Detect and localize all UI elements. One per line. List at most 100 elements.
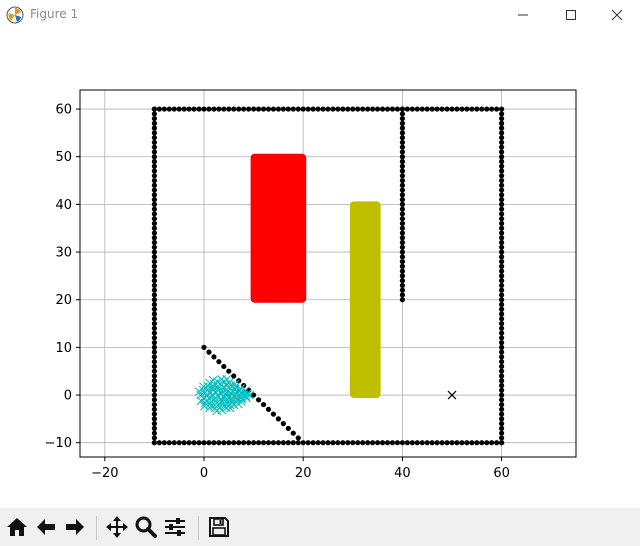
configure-subplots-button[interactable] [162, 513, 188, 541]
wall-point [201, 106, 207, 112]
forward-button[interactable] [62, 513, 88, 541]
wall-point [251, 440, 257, 446]
wall-point [295, 106, 301, 112]
wall-point [295, 440, 301, 446]
wall-point [424, 440, 430, 446]
wall-point [399, 206, 405, 212]
y-tick-label: 50 [55, 150, 72, 165]
maximize-button[interactable] [548, 0, 594, 30]
wall-point [499, 297, 505, 303]
y-tick-label: −10 [45, 436, 72, 451]
wall-point [191, 440, 197, 446]
wall-point [499, 263, 505, 269]
close-icon [611, 9, 623, 21]
wall-point [181, 106, 187, 112]
wall-point [325, 106, 331, 112]
wall-point [255, 440, 262, 446]
y-tick-label: 60 [55, 103, 72, 118]
wall-point [399, 220, 405, 227]
back-button[interactable] [33, 513, 59, 541]
wall-point [151, 244, 157, 250]
wall-point [499, 416, 505, 422]
wall-point [499, 378, 505, 384]
wall-point [499, 301, 505, 308]
title-bar: Figure 1 [0, 0, 640, 30]
minimize-icon [518, 14, 528, 16]
wall-point [499, 130, 505, 136]
wall-point [434, 106, 440, 112]
wall-point [489, 440, 495, 446]
wall-point [226, 440, 232, 446]
wall-point [335, 106, 341, 112]
wall-point [290, 440, 296, 446]
wall-point [464, 106, 470, 112]
wall-point [151, 135, 157, 141]
wall-point [330, 440, 336, 446]
wall-point [399, 254, 405, 260]
wall-point [360, 106, 366, 112]
wall-point [499, 392, 505, 398]
wall-point [151, 373, 157, 379]
wall-point [151, 435, 157, 441]
wall-point [399, 144, 405, 150]
wall-point [151, 187, 157, 193]
zoom-button[interactable] [133, 513, 159, 541]
wall-point [285, 440, 291, 446]
wall-point [300, 440, 306, 446]
wall-point [499, 154, 505, 160]
figure-canvas[interactable]: −20 0 20 40 60 −10 0 10 20 30 40 50 60 [0, 30, 640, 508]
wall-point [285, 106, 291, 112]
wall-point [499, 316, 505, 322]
x-markers [194, 375, 457, 416]
x-tick-label: 40 [394, 466, 411, 481]
wall-point [399, 197, 405, 203]
wall-point [171, 440, 177, 446]
olive-obstacle [349, 201, 381, 399]
wall-point [151, 387, 157, 393]
home-icon [7, 518, 27, 536]
wall-point [151, 311, 157, 317]
wall-point [151, 130, 157, 136]
wall-point [399, 115, 405, 122]
wall-point [499, 411, 505, 417]
wall-point [370, 106, 376, 112]
wall-point [499, 216, 505, 222]
save-button[interactable] [206, 513, 232, 541]
wall-point [151, 139, 157, 146]
window-title: Figure 1 [30, 7, 79, 21]
wall-point [499, 406, 505, 412]
wall-point [499, 230, 505, 236]
wall-point [151, 197, 157, 203]
wall-point [469, 106, 475, 112]
matplotlib-icon [6, 6, 24, 24]
wall-point [499, 282, 505, 289]
wall-point [399, 201, 405, 207]
wall-point [494, 440, 500, 446]
wall-point [151, 440, 157, 446]
home-button[interactable] [4, 513, 30, 541]
wall-point [499, 421, 505, 427]
wall-point [499, 111, 505, 117]
wall-point [399, 297, 405, 303]
arrow-left-icon [37, 519, 55, 535]
wall-point [365, 106, 371, 112]
axes-frame [79, 89, 577, 458]
wall-point [499, 335, 505, 341]
wall-point [499, 177, 505, 184]
wall-point [444, 440, 450, 446]
wall-point [399, 273, 405, 279]
wall-point [499, 382, 505, 389]
wall-point [191, 106, 197, 112]
minimize-button[interactable] [500, 0, 546, 30]
close-button[interactable] [594, 0, 640, 30]
wall-point [206, 106, 212, 112]
wall-point [499, 435, 505, 441]
wall-point [270, 106, 277, 112]
wall-point [399, 216, 405, 222]
wall-point [186, 106, 192, 112]
pan-button[interactable] [104, 513, 130, 541]
wall-point [246, 440, 252, 446]
wall-point [375, 440, 381, 446]
wall-point [399, 258, 405, 265]
wall-point [151, 320, 157, 327]
